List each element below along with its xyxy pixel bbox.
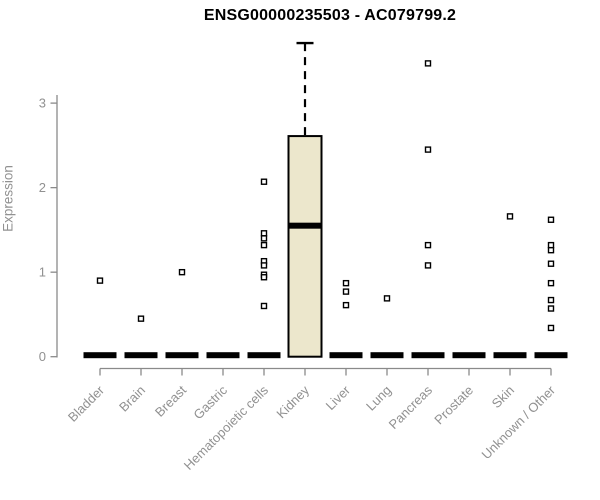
collapsed-box [370, 352, 404, 359]
x-tick-label: Pancreas [386, 382, 436, 432]
outlier-point [260, 235, 268, 242]
x-tick-label: Kidney [273, 382, 312, 421]
collapsed-box [247, 352, 281, 359]
outlier-point [424, 146, 432, 153]
collapsed-box [124, 352, 158, 359]
outlier-point [342, 301, 350, 309]
outlier-point [424, 262, 432, 269]
collapsed-box [452, 352, 486, 359]
outlier-point [547, 216, 555, 223]
collapsed-box [165, 352, 199, 359]
median-line [288, 222, 322, 229]
collapsed-box [83, 352, 117, 359]
box [287, 135, 323, 358]
x-tick-label: Lung [363, 383, 394, 414]
outlier-point [547, 305, 555, 312]
x-tick-label: Liver [323, 382, 354, 413]
collapsed-box [329, 352, 363, 359]
outlier-point [547, 241, 555, 249]
y-tick-label: 2 [39, 180, 46, 195]
outlier-point [342, 288, 350, 295]
outlier-point [506, 213, 514, 220]
outlier-point [424, 60, 432, 67]
outlier-point [424, 241, 432, 249]
x-tick-label: Brain [116, 383, 148, 415]
y-tick-label: 0 [39, 349, 46, 364]
x-tick-label: Unknown / Other [479, 382, 559, 462]
collapsed-box [493, 352, 527, 359]
outlier-point [547, 324, 555, 332]
outlier-point [260, 178, 268, 185]
outlier-point [547, 246, 555, 254]
outlier-point [260, 262, 268, 269]
outlier-point [547, 260, 555, 267]
collapsed-box [534, 352, 568, 359]
outlier-point [178, 268, 186, 276]
outlier-point [96, 277, 104, 284]
outlier-point [260, 274, 268, 281]
x-tick-label: Skin [489, 383, 517, 411]
y-tick-label: 1 [39, 265, 46, 280]
collapsed-box [411, 352, 445, 359]
outlier-point [547, 279, 555, 287]
x-tick-label: Breast [152, 382, 189, 419]
outlier-point [137, 315, 145, 322]
y-tick-label: 3 [39, 96, 46, 111]
x-tick-label: Prostate [431, 383, 476, 428]
outlier-point [260, 302, 268, 310]
x-tick-label: Gastric [190, 382, 230, 422]
outlier-point [383, 295, 391, 302]
outlier-point [547, 296, 555, 304]
page-title: ENSG00000235503 - AC079799.2 [203, 7, 457, 24]
outlier-point [342, 279, 350, 287]
collapsed-box [206, 352, 240, 359]
outlier-point [260, 230, 268, 237]
x-tick-label: Bladder [65, 382, 108, 425]
outlier-point [260, 241, 268, 249]
